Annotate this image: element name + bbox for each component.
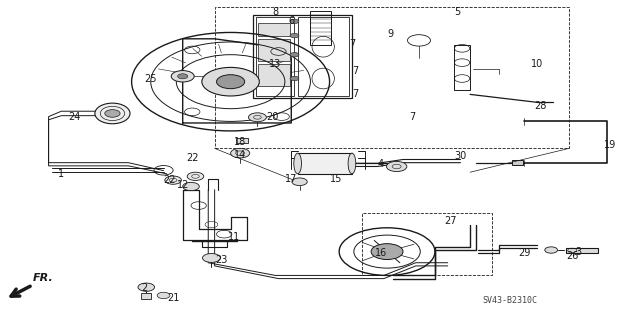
Circle shape [165, 176, 181, 184]
Circle shape [202, 67, 259, 96]
Bar [362, 213, 492, 275]
Text: 2: 2 [141, 283, 147, 293]
Text: 22: 22 [164, 175, 176, 185]
Bar [298, 153, 352, 174]
Circle shape [202, 254, 220, 263]
Bar [310, 11, 331, 45]
Text: 25: 25 [145, 73, 157, 84]
Text: 23: 23 [215, 255, 227, 264]
Bar [298, 17, 349, 96]
Text: 17: 17 [285, 174, 298, 183]
Circle shape [290, 52, 299, 57]
Bar [141, 293, 152, 299]
Bar [236, 138, 248, 143]
Text: 30: 30 [454, 151, 467, 161]
Circle shape [138, 283, 155, 291]
Bar [214, 7, 569, 148]
Text: 6: 6 [288, 16, 294, 26]
Bar [258, 39, 290, 61]
Bar [454, 45, 470, 90]
Circle shape [387, 161, 407, 172]
Text: 27: 27 [445, 216, 457, 226]
Bar [253, 15, 352, 98]
Bar [258, 64, 290, 86]
Text: 7: 7 [352, 66, 358, 76]
Circle shape [290, 19, 299, 24]
Circle shape [230, 148, 250, 158]
Circle shape [371, 244, 403, 260]
Text: 12: 12 [177, 180, 189, 190]
Text: 29: 29 [518, 248, 531, 258]
Text: 7: 7 [410, 112, 416, 122]
Text: 22: 22 [186, 153, 198, 163]
Circle shape [545, 247, 557, 253]
Circle shape [172, 70, 194, 82]
Ellipse shape [348, 153, 356, 174]
Text: 4: 4 [378, 159, 384, 169]
Text: 1: 1 [58, 169, 65, 179]
Circle shape [187, 172, 204, 181]
Text: 14: 14 [234, 150, 246, 160]
Circle shape [177, 74, 188, 79]
Text: 3: 3 [575, 247, 582, 256]
Circle shape [182, 182, 199, 191]
Text: 7: 7 [349, 39, 355, 48]
Text: 11: 11 [228, 232, 240, 242]
Text: 18: 18 [234, 137, 246, 147]
Circle shape [290, 76, 299, 81]
Text: 19: 19 [604, 140, 617, 150]
Circle shape [292, 178, 307, 186]
Text: 13: 13 [269, 59, 282, 69]
Text: 16: 16 [374, 248, 387, 258]
Text: 5: 5 [454, 7, 460, 17]
Text: 15: 15 [330, 174, 342, 183]
Bar [511, 160, 523, 165]
Text: 26: 26 [566, 251, 579, 261]
Circle shape [248, 113, 266, 122]
Text: 10: 10 [531, 59, 543, 69]
Text: 8: 8 [272, 7, 278, 17]
Text: 28: 28 [534, 100, 547, 110]
Text: 24: 24 [68, 112, 81, 122]
Text: 20: 20 [266, 112, 278, 122]
Bar [258, 23, 290, 36]
Bar [256, 17, 294, 96]
Circle shape [105, 110, 120, 117]
Bar [566, 248, 598, 253]
Text: 21: 21 [167, 293, 179, 303]
Text: FR.: FR. [33, 273, 53, 283]
Circle shape [216, 75, 244, 89]
Text: SV43-B2310C: SV43-B2310C [483, 296, 538, 305]
Ellipse shape [294, 153, 301, 174]
Circle shape [290, 33, 299, 38]
Ellipse shape [95, 103, 130, 124]
Circle shape [157, 292, 170, 299]
Text: 7: 7 [352, 89, 358, 100]
Text: 9: 9 [387, 29, 394, 39]
